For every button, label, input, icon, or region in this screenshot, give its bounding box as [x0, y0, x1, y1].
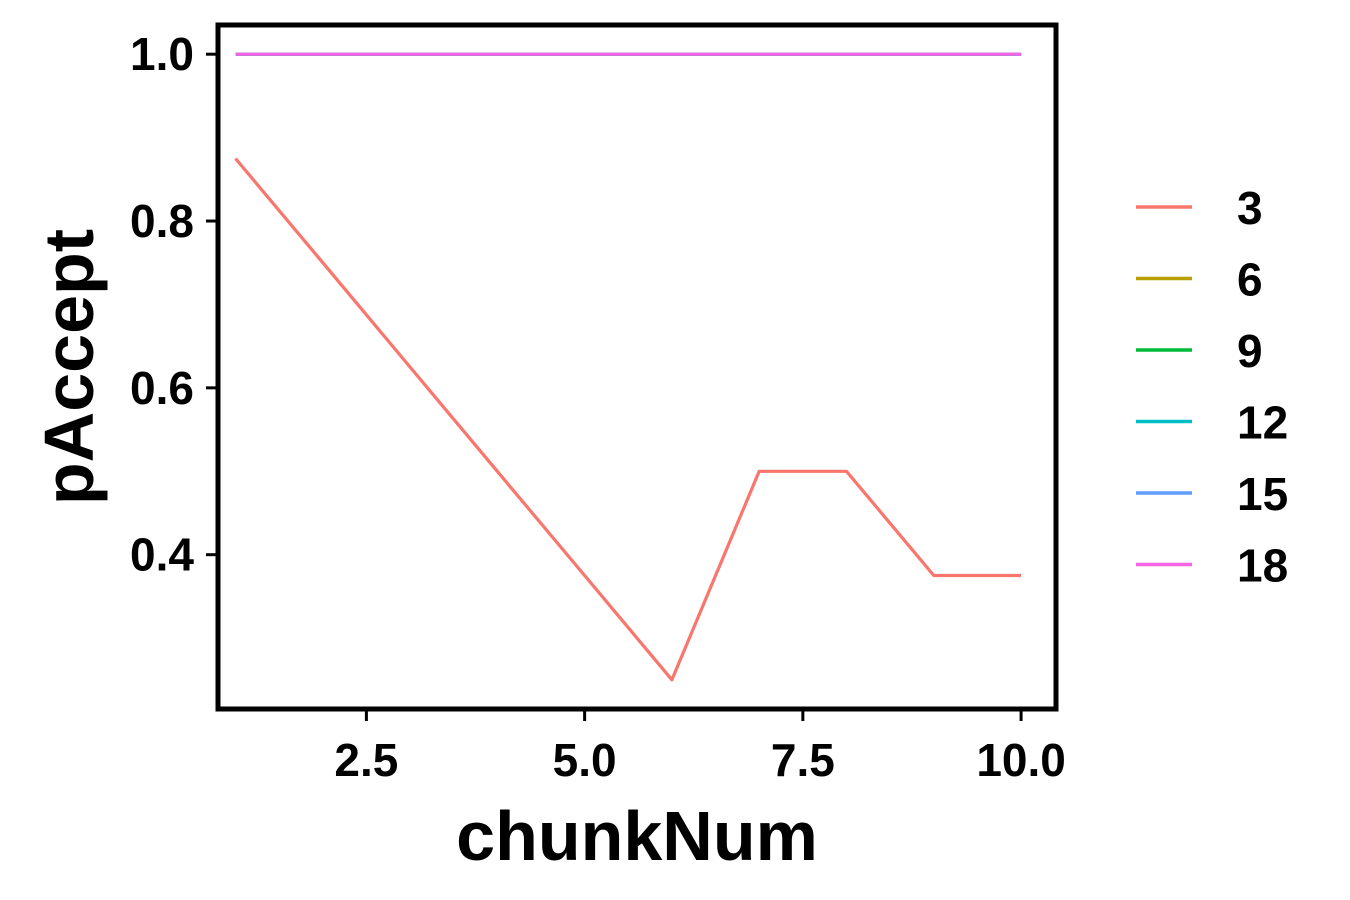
legend-item: 9 — [1136, 325, 1263, 377]
series-layer — [234, 52, 1022, 682]
legend-label: 18 — [1237, 540, 1288, 592]
legend-item: 3 — [1136, 182, 1263, 234]
legend-label: 6 — [1237, 254, 1263, 306]
y-axis: 0.4 0.6 0.8 1.0 — [130, 28, 216, 581]
legend-item: 12 — [1136, 397, 1288, 449]
y-tick-label: 0.4 — [130, 529, 194, 581]
x-axis-title: chunkNum — [456, 797, 818, 875]
x-tick-label: 2.5 — [334, 734, 398, 786]
plot-frame — [215, 22, 1059, 712]
y-axis-title: pAccept — [30, 229, 108, 505]
y-tick-label: 1.0 — [130, 28, 194, 80]
legend-label: 3 — [1237, 182, 1263, 234]
legend-item: 18 — [1136, 540, 1288, 592]
legend-item: 6 — [1136, 254, 1263, 306]
y-tick-label: 0.6 — [130, 362, 194, 414]
legend-label: 15 — [1237, 468, 1288, 520]
legend: 3 6 9 12 15 18 — [1136, 182, 1288, 592]
x-axis: 2.5 5.0 7.5 10.0 — [334, 711, 1066, 786]
legend-label: 9 — [1237, 325, 1263, 377]
x-tick-label: 10.0 — [976, 734, 1066, 786]
y-tick-label: 0.8 — [130, 195, 194, 247]
series-line-3 — [234, 157, 1022, 682]
x-tick-label: 7.5 — [771, 734, 835, 786]
x-tick-label: 5.0 — [553, 734, 617, 786]
legend-item: 15 — [1136, 468, 1288, 520]
legend-label: 12 — [1237, 397, 1288, 449]
